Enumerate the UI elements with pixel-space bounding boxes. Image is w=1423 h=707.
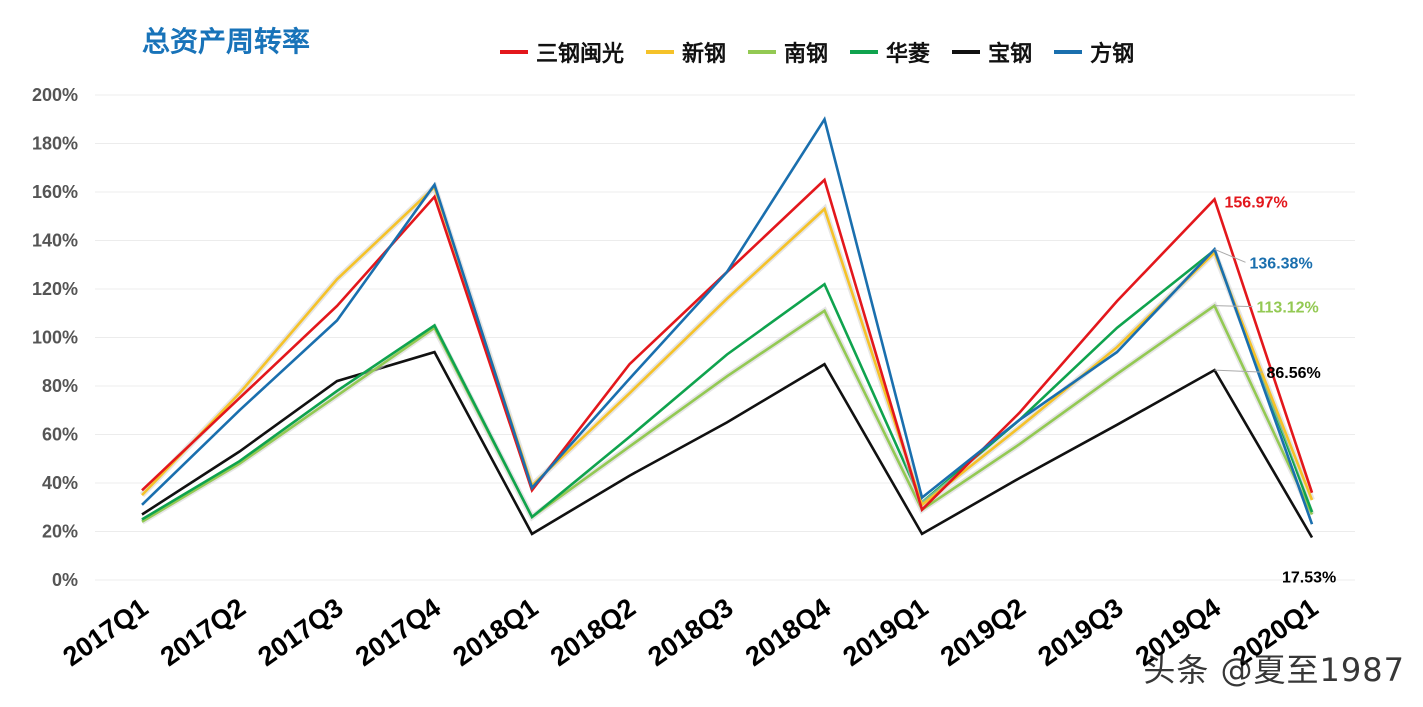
y-tick-label: 160% xyxy=(32,182,78,202)
y-tick-label: 180% xyxy=(32,134,78,154)
legend-swatch-hualing xyxy=(850,50,879,54)
x-tick-label: 2018Q3 xyxy=(643,592,739,672)
x-tick-label: 2017Q4 xyxy=(350,592,446,672)
legend-item-sangang: 三钢闽光 xyxy=(500,36,624,68)
x-tick-label: 2018Q2 xyxy=(545,592,641,672)
legend-swatch-fanggang xyxy=(1054,50,1083,54)
y-tick-label: 60% xyxy=(42,425,78,445)
y-tick-label: 100% xyxy=(32,328,78,348)
x-tick-label: 2019Q2 xyxy=(935,592,1031,672)
legend-label-sangang: 三钢闽光 xyxy=(536,42,625,67)
x-tick-label: 2018Q1 xyxy=(448,592,544,672)
legend-item-nangang: 南钢 xyxy=(748,36,828,68)
legend-item-fanggang: 方钢 xyxy=(1054,36,1134,68)
annotation-leader xyxy=(1214,369,1263,373)
x-tick-label: 2019Q3 xyxy=(1033,592,1129,672)
data-label: 136.38% xyxy=(1250,255,1313,272)
series-line-3 xyxy=(141,248,1314,521)
x-tick-label: 2018Q4 xyxy=(740,592,836,672)
chart-legend: 三钢闽光 新钢 南钢 华菱 宝钢 方钢 xyxy=(500,36,1134,68)
legend-item-xingang: 新钢 xyxy=(646,36,726,68)
legend-swatch-sangang xyxy=(500,50,528,54)
y-tick-label: 0% xyxy=(52,570,78,590)
series-line-4 xyxy=(141,350,1314,539)
series-line-2 xyxy=(141,303,1314,523)
series-line-5 xyxy=(141,116,1314,525)
chart-title: 总资产周转率 xyxy=(142,25,311,58)
y-tick-label: 140% xyxy=(32,231,78,251)
data-label: 113.12% xyxy=(1257,300,1319,317)
data-label: 17.53% xyxy=(1282,569,1336,586)
x-tick-label: 2017Q1 xyxy=(58,592,154,672)
x-tick-label: 2019Q1 xyxy=(838,592,934,672)
y-tick-label: 120% xyxy=(32,279,78,299)
legend-label-baogang: 宝钢 xyxy=(988,42,1033,67)
legend-label-xingang: 新钢 xyxy=(682,42,727,67)
x-tick-label: 2017Q3 xyxy=(253,592,349,672)
data-label: 156.97% xyxy=(1225,194,1288,211)
legend-item-baogang: 宝钢 xyxy=(952,36,1032,68)
legend-swatch-xingang xyxy=(646,50,675,54)
series-line-0 xyxy=(141,177,1314,513)
legend-item-hualing: 华菱 xyxy=(850,36,930,68)
y-tick-label: 20% xyxy=(42,522,78,542)
annotation-leader xyxy=(1214,305,1253,308)
x-tick-label: 2017Q2 xyxy=(155,592,251,672)
annotation-leader xyxy=(1214,248,1246,263)
data-label: 86.56% xyxy=(1267,365,1321,382)
legend-label-hualing: 华菱 xyxy=(886,42,931,67)
series-line-1 xyxy=(141,184,1314,507)
legend-swatch-baogang xyxy=(952,50,981,54)
y-tick-label: 200% xyxy=(32,85,78,105)
y-tick-label: 80% xyxy=(42,376,78,396)
legend-swatch-nangang xyxy=(748,50,777,54)
legend-label-nangang: 南钢 xyxy=(784,42,829,67)
y-tick-label: 40% xyxy=(42,473,78,493)
watermark: 头条 @夏至1987 xyxy=(1143,651,1405,689)
series-line-shadow xyxy=(139,181,1315,510)
legend-label-fanggang: 方钢 xyxy=(1090,42,1135,67)
